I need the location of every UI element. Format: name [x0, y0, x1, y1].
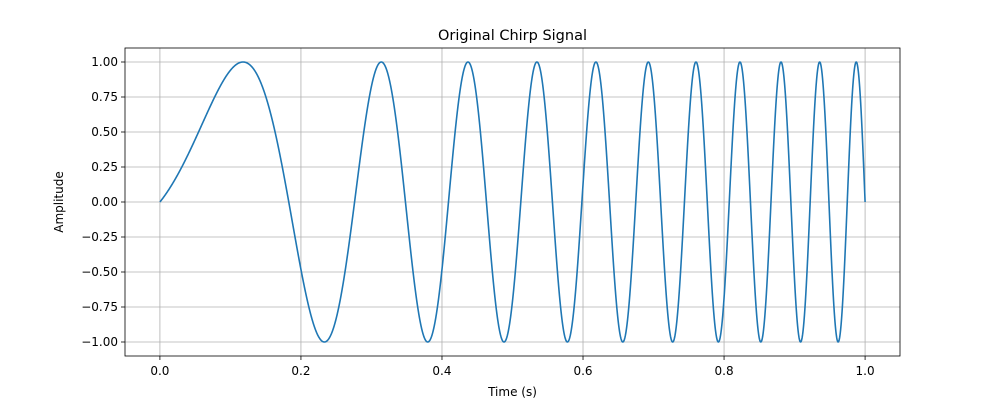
x-axis: 0.0 0.2 0.4 0.6 0.8 1.0 — [150, 356, 875, 378]
chart-title: Original Chirp Signal — [438, 28, 587, 44]
x-tick-label: 0.6 — [573, 364, 592, 378]
y-tick-label: 0.00 — [91, 195, 118, 209]
y-tick-label: 0.25 — [91, 160, 118, 174]
y-axis: −1.00 −0.75 −0.50 −0.25 0.00 0.25 0.50 0.75 1.00 — [81, 55, 125, 349]
x-tick-label: 1.0 — [856, 364, 875, 378]
x-tick-label: 0.2 — [291, 364, 310, 378]
x-tick-label: 0.0 — [150, 364, 169, 378]
y-tick-label: −1.00 — [81, 335, 118, 349]
series-layer — [159, 61, 866, 343]
y-tick-label: −0.25 — [81, 230, 118, 244]
x-axis-label: Time (s) — [487, 385, 537, 399]
y-axis-label: Amplitude — [52, 171, 66, 233]
y-tick-label: 0.50 — [91, 125, 118, 139]
y-tick-label: −0.50 — [81, 265, 118, 279]
x-tick-label: 0.8 — [715, 364, 734, 378]
y-tick-label: −0.75 — [81, 300, 118, 314]
y-tick-label: 1.00 — [91, 55, 118, 69]
chirp-signal-line — [159, 61, 866, 343]
x-tick-label: 0.4 — [432, 364, 451, 378]
y-tick-label: 0.75 — [91, 90, 118, 104]
